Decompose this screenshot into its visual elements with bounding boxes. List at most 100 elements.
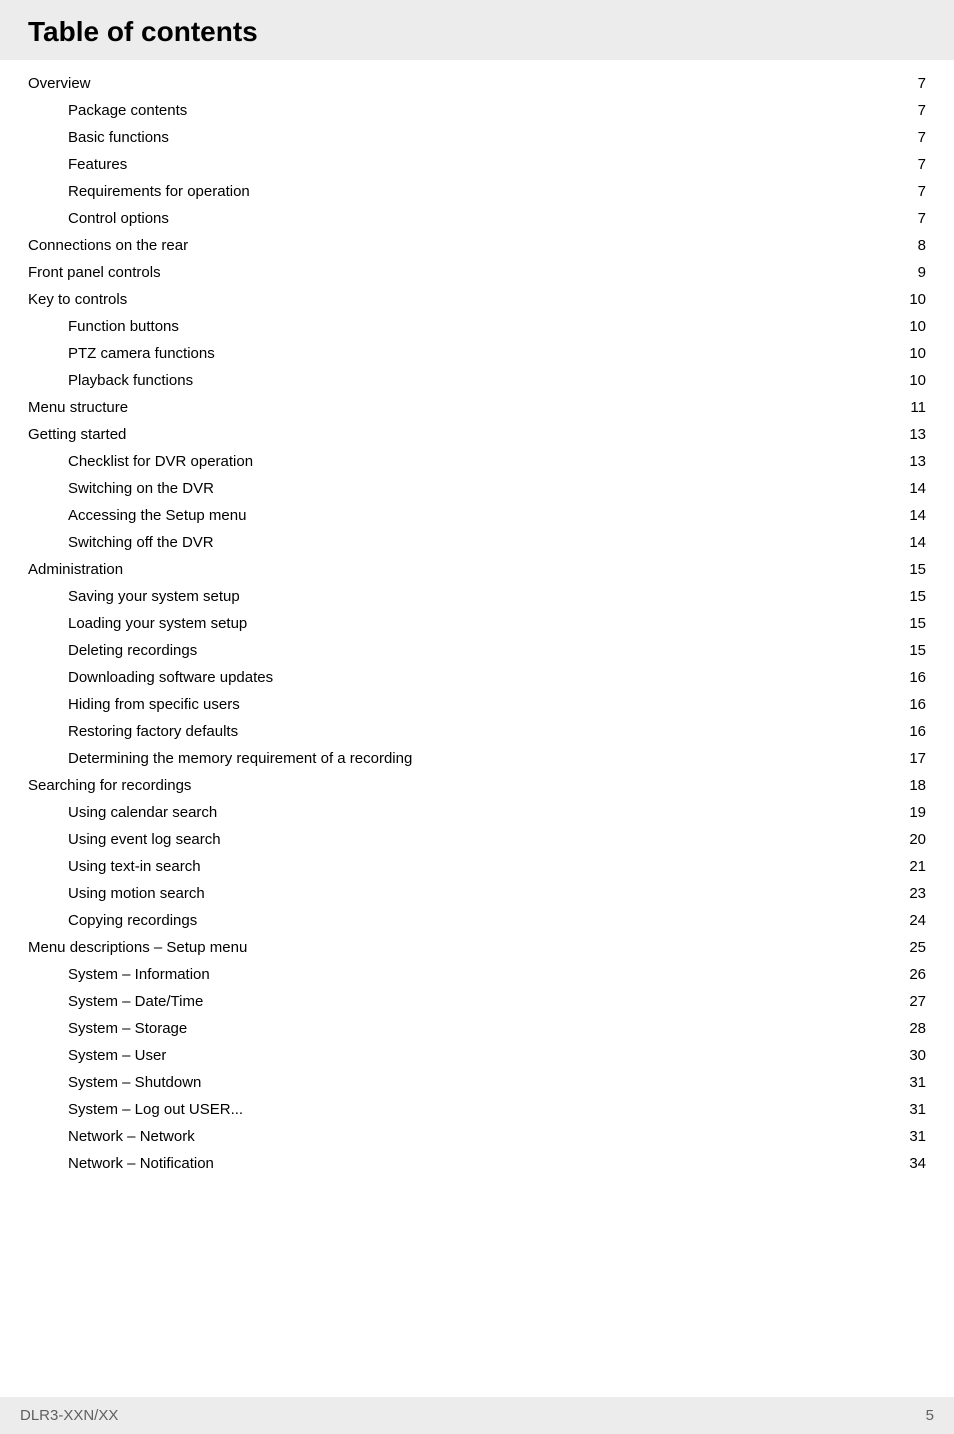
toc-entry-page: 23 bbox=[897, 880, 926, 907]
toc-entry-label: Control options bbox=[28, 205, 169, 232]
toc-entry[interactable]: Menu descriptions – Setup menu25 bbox=[28, 934, 926, 961]
toc-entry[interactable]: Features7 bbox=[28, 151, 926, 178]
toc-entry-page: 7 bbox=[906, 124, 926, 151]
toc-entry-label: Overview bbox=[28, 70, 91, 97]
toc-entry[interactable]: System – Shutdown 31 bbox=[28, 1069, 926, 1096]
toc-entry[interactable]: Deleting recordings 15 bbox=[28, 637, 926, 664]
toc-entry-page: 7 bbox=[906, 70, 926, 97]
toc-entry-label: Switching on the DVR bbox=[28, 475, 214, 502]
toc-entry[interactable]: Package contents 7 bbox=[28, 97, 926, 124]
toc-entry[interactable]: System – Log out USER...31 bbox=[28, 1096, 926, 1123]
toc-entry-label: PTZ camera functions bbox=[28, 340, 215, 367]
toc-entry[interactable]: Network – Network31 bbox=[28, 1123, 926, 1150]
toc-entry[interactable]: Function buttons10 bbox=[28, 313, 926, 340]
toc-entry-page: 24 bbox=[897, 907, 926, 934]
toc-entry-page: 13 bbox=[897, 448, 926, 475]
toc-entry-page: 21 bbox=[897, 853, 926, 880]
toc-entry-page: 31 bbox=[897, 1069, 926, 1096]
toc-entry[interactable]: Administration 15 bbox=[28, 556, 926, 583]
page-title-bar: Table of contents bbox=[0, 0, 954, 60]
toc-entry[interactable]: Getting started13 bbox=[28, 421, 926, 448]
toc-entry-page: 14 bbox=[897, 475, 926, 502]
toc-entry-page: 16 bbox=[897, 718, 926, 745]
toc-container: Overview7Package contents7Basic function… bbox=[0, 60, 954, 1177]
toc-entry[interactable]: Searching for recordings 18 bbox=[28, 772, 926, 799]
toc-entry-label: Accessing the Setup menu bbox=[28, 502, 246, 529]
toc-entry[interactable]: Control options 7 bbox=[28, 205, 926, 232]
toc-entry-label: Package contents bbox=[28, 97, 187, 124]
toc-entry[interactable]: Accessing the Setup menu 14 bbox=[28, 502, 926, 529]
toc-entry-label: Network – Network bbox=[28, 1123, 195, 1150]
toc-entry-page: 9 bbox=[906, 259, 926, 286]
toc-entry-page: 26 bbox=[897, 961, 926, 988]
toc-entry-label: Checklist for DVR operation bbox=[28, 448, 253, 475]
toc-entry-label: System – User bbox=[28, 1042, 166, 1069]
toc-entry[interactable]: Basic functions7 bbox=[28, 124, 926, 151]
toc-entry-label: Deleting recordings bbox=[28, 637, 197, 664]
toc-entry-label: System – Shutdown bbox=[28, 1069, 201, 1096]
toc-entry[interactable]: Loading your system setup 15 bbox=[28, 610, 926, 637]
toc-entry[interactable]: Overview 7 bbox=[28, 70, 926, 97]
toc-entry-label: Front panel controls bbox=[28, 259, 161, 286]
toc-entry-page: 10 bbox=[897, 340, 926, 367]
page-footer: DLR3-XXN/XX 5 bbox=[0, 1397, 954, 1434]
toc-entry-page: 7 bbox=[906, 178, 926, 205]
toc-entry[interactable]: System – Storage28 bbox=[28, 1015, 926, 1042]
toc-entry-page: 15 bbox=[897, 610, 926, 637]
toc-entry-label: Requirements for operation bbox=[28, 178, 250, 205]
toc-entry[interactable]: Copying recordings24 bbox=[28, 907, 926, 934]
toc-entry[interactable]: Requirements for operation 7 bbox=[28, 178, 926, 205]
toc-entry-label: Getting started bbox=[28, 421, 126, 448]
toc-entry-page: 18 bbox=[897, 772, 926, 799]
toc-entry[interactable]: System – Date/Time 27 bbox=[28, 988, 926, 1015]
toc-entry-label: System – Date/Time bbox=[28, 988, 203, 1015]
toc-entry-page: 14 bbox=[897, 529, 926, 556]
toc-entry-page: 15 bbox=[897, 556, 926, 583]
toc-entry[interactable]: System – User 30 bbox=[28, 1042, 926, 1069]
toc-entry[interactable]: Network – Notification34 bbox=[28, 1150, 926, 1177]
toc-entry-page: 7 bbox=[906, 151, 926, 178]
toc-entry-label: Restoring factory defaults bbox=[28, 718, 238, 745]
toc-entry-label: Using calendar search bbox=[28, 799, 217, 826]
toc-entry[interactable]: Determining the memory requirement of a … bbox=[28, 745, 926, 772]
toc-entry-label: Searching for recordings bbox=[28, 772, 191, 799]
toc-entry-label: Function buttons bbox=[28, 313, 179, 340]
toc-entry-label: Administration bbox=[28, 556, 123, 583]
toc-entry[interactable]: Menu structure11 bbox=[28, 394, 926, 421]
toc-entry-label: System – Storage bbox=[28, 1015, 187, 1042]
toc-entry-page: 30 bbox=[897, 1042, 926, 1069]
toc-entry-page: 25 bbox=[897, 934, 926, 961]
toc-entry-label: System – Log out USER... bbox=[28, 1096, 243, 1123]
toc-entry-page: 27 bbox=[897, 988, 926, 1015]
toc-entry[interactable]: Checklist for DVR operation 13 bbox=[28, 448, 926, 475]
toc-entry[interactable]: Using motion search23 bbox=[28, 880, 926, 907]
toc-entry-label: Loading your system setup bbox=[28, 610, 247, 637]
toc-entry[interactable]: Hiding from specific users16 bbox=[28, 691, 926, 718]
toc-entry[interactable]: Playback functions10 bbox=[28, 367, 926, 394]
toc-entry-page: 14 bbox=[897, 502, 926, 529]
toc-entry-page: 7 bbox=[906, 205, 926, 232]
toc-entry[interactable]: Saving your system setup15 bbox=[28, 583, 926, 610]
footer-page-number: 5 bbox=[926, 1407, 934, 1424]
toc-entry-page: 16 bbox=[897, 691, 926, 718]
toc-entry[interactable]: Switching off the DVR14 bbox=[28, 529, 926, 556]
toc-entry-label: System – Information bbox=[28, 961, 210, 988]
toc-entry[interactable]: Using calendar search 19 bbox=[28, 799, 926, 826]
toc-entry-page: 7 bbox=[906, 97, 926, 124]
toc-entry[interactable]: Downloading software updates16 bbox=[28, 664, 926, 691]
toc-entry-label: Key to controls bbox=[28, 286, 127, 313]
toc-entry[interactable]: Using event log search20 bbox=[28, 826, 926, 853]
toc-entry[interactable]: Switching on the DVR 14 bbox=[28, 475, 926, 502]
toc-entry-label: Menu structure bbox=[28, 394, 128, 421]
toc-entry[interactable]: Front panel controls 9 bbox=[28, 259, 926, 286]
toc-entry[interactable]: Connections on the rear8 bbox=[28, 232, 926, 259]
toc-entry-page: 10 bbox=[897, 286, 926, 313]
toc-entry[interactable]: System – Information 26 bbox=[28, 961, 926, 988]
toc-entry[interactable]: Key to controls 10 bbox=[28, 286, 926, 313]
toc-entry-page: 15 bbox=[897, 637, 926, 664]
toc-entry-page: 16 bbox=[897, 664, 926, 691]
toc-entry[interactable]: Using text-in search21 bbox=[28, 853, 926, 880]
toc-entry[interactable]: Restoring factory defaults 16 bbox=[28, 718, 926, 745]
toc-entry[interactable]: PTZ camera functions 10 bbox=[28, 340, 926, 367]
toc-entry-page: 19 bbox=[897, 799, 926, 826]
